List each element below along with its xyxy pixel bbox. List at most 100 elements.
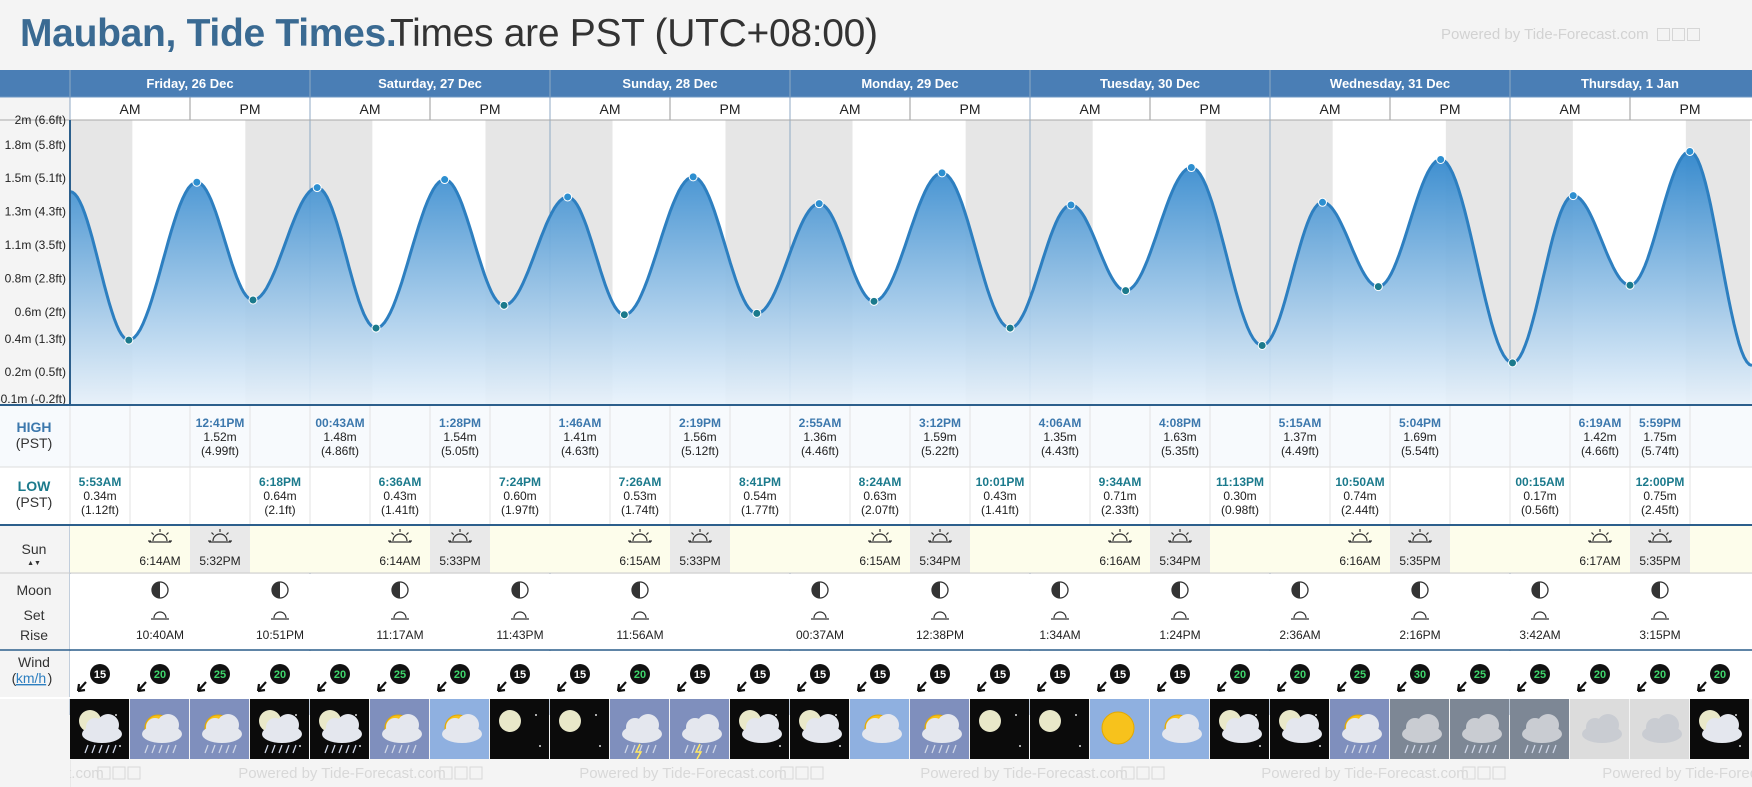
rain-drop [1531, 744, 1536, 754]
tide-low-point[interactable] [619, 310, 629, 320]
tide-high-point[interactable] [814, 199, 824, 209]
sunset-time: 5:32PM [199, 554, 240, 568]
tide-time: 11:13PM [1216, 475, 1264, 489]
tide-low-point[interactable] [1508, 358, 1517, 368]
sun-disc [1101, 711, 1135, 745]
tide-low-point[interactable] [1121, 286, 1131, 296]
tide-time: 00:15AM [1515, 475, 1564, 489]
page-header: Mauban, Tide Times. Times are PST (UTC+0… [0, 0, 1752, 70]
tide-low-point[interactable] [1625, 280, 1635, 290]
tide-low-point[interactable] [124, 335, 134, 345]
tide-low-point[interactable] [1005, 323, 1015, 333]
star [779, 745, 781, 747]
moonrise-icon [1173, 611, 1187, 619]
rain-drop [1485, 744, 1490, 754]
tide-low-point[interactable] [248, 295, 258, 305]
moon-event: 10:40AM [136, 581, 184, 642]
tide-high-point[interactable] [1186, 163, 1196, 173]
tide-high-point[interactable] [1066, 200, 1076, 210]
tide-high-point[interactable] [563, 192, 573, 202]
moonset-icon [813, 611, 827, 619]
rain-drop [652, 744, 657, 754]
tide-time: 8:41PM [739, 475, 781, 489]
tide-height-m: 0.71m [1103, 489, 1136, 503]
moon-shadow [272, 582, 280, 598]
tide-low-point[interactable] [371, 323, 381, 333]
tide-time: 10:50AM [1335, 475, 1384, 489]
tide-low-point[interactable] [1257, 340, 1267, 350]
wind-speed: 20 [1594, 669, 1606, 681]
tide-height-ft: (1.41ft) [981, 503, 1019, 517]
tide-high-point[interactable] [312, 183, 322, 193]
rain-drop [631, 744, 636, 754]
moon-disc [1039, 710, 1061, 732]
tide-time: 6:36AM [379, 475, 422, 489]
wind-arrow-icon [916, 681, 927, 693]
wind-unit-link[interactable]: km/h [16, 670, 46, 686]
tide-height-ft: (5.35ft) [1161, 444, 1199, 458]
brand-badge [454, 766, 468, 780]
weather-rain-day-icon [130, 699, 189, 759]
wind-arrow-icon [256, 681, 267, 693]
weather-rain-overcast-icon [1450, 699, 1509, 759]
weather-rain-day-icon [1330, 699, 1389, 759]
y-tick-label: -0.1m (-0.2ft) [0, 392, 66, 406]
y-tick-label: 1.3m (4.3ft) [5, 205, 66, 219]
wind-speed: 20 [634, 669, 646, 681]
tide-high-point[interactable] [1568, 191, 1578, 201]
tide-low-point[interactable] [1373, 282, 1383, 292]
tide-low-point[interactable] [752, 308, 762, 318]
tide-high-point[interactable] [937, 168, 947, 178]
footer-mask [0, 760, 70, 787]
low-row [0, 467, 1752, 525]
tide-low-point[interactable] [869, 296, 879, 306]
tide-high-point[interactable] [1436, 154, 1446, 164]
tide-high-point[interactable] [1318, 197, 1327, 207]
tide-high-point[interactable] [440, 175, 450, 185]
powered-by-link[interactable]: Powered by Tide-Forecast.com [1441, 26, 1700, 43]
wind-badge [1230, 664, 1250, 684]
tide-low-point[interactable] [499, 300, 509, 310]
am-label: AM [360, 101, 381, 117]
cloud [1597, 714, 1619, 736]
wind-indicator: 15 [1036, 664, 1070, 693]
star [1075, 714, 1077, 716]
tide-height-m: 1.36m [803, 430, 836, 444]
sun-ray [871, 532, 875, 536]
day-label: Tuesday, 30 Dec [1100, 76, 1200, 91]
sunrise-time: 6:16AM [1339, 554, 1380, 568]
moonset-icon [1293, 611, 1307, 619]
tide-high-point[interactable] [688, 172, 698, 182]
rain-drop [204, 744, 209, 754]
wind-badge [450, 664, 470, 684]
tide-high-point[interactable] [192, 177, 202, 187]
wind-speed: 25 [214, 669, 226, 681]
tide-high-point[interactable] [1685, 146, 1695, 156]
